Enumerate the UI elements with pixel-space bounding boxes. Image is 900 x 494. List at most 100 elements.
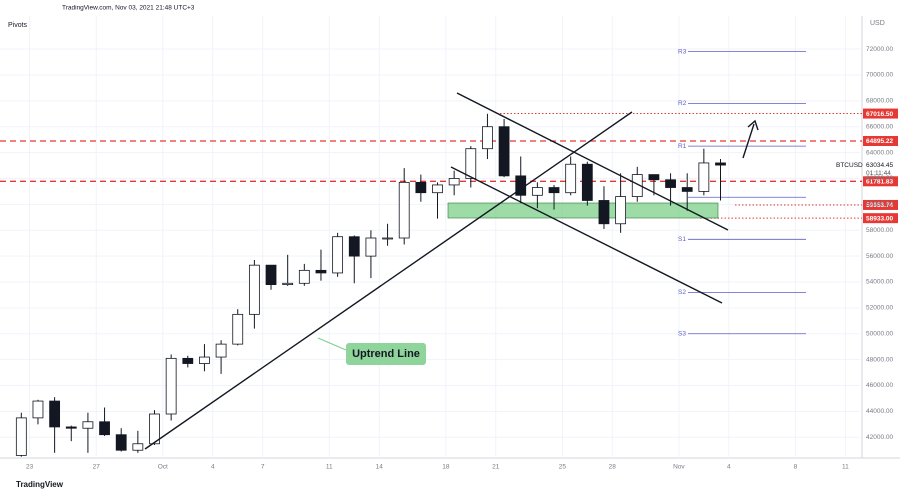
candle-body	[65, 426, 77, 429]
pivot-label: S3	[678, 330, 686, 337]
candle-body	[615, 196, 627, 225]
candle-body	[165, 357, 177, 415]
candle-body	[32, 400, 44, 419]
price-level-label: 64895.22	[866, 138, 893, 145]
x-tick-label: Oct	[158, 464, 168, 471]
pivot-label: S1	[678, 236, 686, 243]
candle-body	[232, 313, 244, 345]
y-tick-label: 52000.00	[866, 305, 893, 312]
price-level-label: 67016.50	[866, 111, 893, 118]
y-tick-label: 54000.00	[866, 279, 893, 286]
candle-body	[548, 187, 560, 194]
candle-body	[365, 237, 377, 257]
candle-body	[99, 421, 110, 436]
candle-body	[315, 269, 327, 274]
candle-body	[82, 421, 94, 429]
candle-body	[215, 343, 227, 358]
channel-upper	[456, 92, 729, 231]
candle-body	[348, 236, 360, 257]
arrow-shaft	[742, 123, 755, 159]
x-tick-label: 14	[376, 464, 384, 471]
candle-body	[531, 187, 543, 196]
x-tick-label: 28	[609, 464, 617, 471]
x-tick-label: 18	[442, 464, 450, 471]
callout-pointer	[317, 337, 347, 351]
last-price: 63034.45	[866, 162, 893, 169]
x-tick-label: 7	[261, 464, 265, 471]
y-tick-label: 44000.00	[866, 408, 893, 415]
price-level-tag	[863, 108, 898, 119]
uptrend-line	[144, 111, 633, 450]
pivot-label: R3	[678, 48, 687, 55]
axes: 42000.00 44000.00 46000.00 48000.00 50000.00…	[26, 46, 893, 471]
x-tick-label: 11	[326, 464, 333, 471]
price-level-tag	[863, 199, 898, 210]
pivots: R3 R2 R1 S1 S2 S3	[678, 48, 806, 337]
arrow-head	[747, 119, 759, 131]
candle-body	[15, 417, 27, 456]
x-tick-label: 25	[559, 464, 567, 471]
x-tick-label: 27	[93, 464, 101, 471]
candle-body	[115, 434, 127, 451]
candle-body	[698, 162, 710, 192]
candle-body	[598, 200, 610, 225]
candle-body	[382, 237, 393, 240]
y-tick-label: 72000.00	[866, 46, 893, 53]
y-tick-label: 46000.00	[866, 382, 893, 389]
countdown: 01:11:44	[866, 170, 891, 177]
candle-body	[132, 443, 144, 451]
candle-body	[398, 181, 410, 239]
price-level-label: 58933.00	[866, 215, 893, 222]
candle-body	[432, 184, 443, 194]
x-tick-label: 4	[727, 464, 731, 471]
y-tick-label: 64000.00	[866, 149, 893, 156]
pivot-label: S2	[678, 289, 686, 296]
y-tick-label: 62000.00	[866, 175, 893, 182]
candle-body	[282, 282, 294, 285]
candle-body	[565, 163, 577, 194]
x-tick-label: 4	[211, 464, 215, 471]
y-tick-label: 66000.00	[866, 123, 893, 130]
header: TradingView.com, Nov 03, 2021 21:48 UTC+…	[62, 5, 195, 12]
candle-body	[498, 126, 510, 177]
price-level-label: 59953.74	[866, 202, 893, 209]
x-tick-label: 8	[794, 464, 798, 471]
x-tick-label: 21	[492, 464, 500, 471]
y-tick-label: 60000.00	[866, 201, 893, 208]
y-tick-label: 42000.00	[866, 434, 893, 441]
candle-body	[149, 413, 160, 445]
candle-body	[332, 236, 344, 274]
indicator-name: Pivots	[8, 22, 28, 29]
pivot-label: R1	[678, 143, 687, 150]
candle-body	[515, 175, 527, 196]
candle-body	[482, 126, 493, 150]
currency: USD	[870, 20, 885, 27]
candles	[15, 113, 726, 457]
footer-logo: TradingView	[16, 480, 64, 489]
candle-body	[631, 174, 643, 197]
channel-lower	[450, 166, 723, 304]
candle-body	[199, 356, 210, 364]
candle-body	[581, 163, 593, 201]
x-tick-label: 11	[842, 464, 849, 471]
support-zone	[447, 202, 719, 219]
candle-body	[681, 187, 693, 192]
x-tick-label: 23	[26, 464, 34, 471]
candle-body	[465, 148, 477, 179]
candle-body	[448, 178, 460, 186]
y-tick-label: 58000.00	[866, 227, 893, 234]
y-tick-label: 68000.00	[866, 98, 893, 105]
candle-body	[665, 179, 676, 188]
price-level-tag	[863, 136, 898, 147]
price-level-tag	[863, 213, 898, 224]
candle-body	[715, 162, 726, 166]
y-tick-label: 56000.00	[866, 253, 893, 260]
candle-body	[182, 357, 194, 364]
candle-body	[415, 181, 427, 194]
callout-box	[346, 343, 426, 365]
candle-body	[298, 269, 310, 284]
candle-body	[648, 174, 660, 181]
